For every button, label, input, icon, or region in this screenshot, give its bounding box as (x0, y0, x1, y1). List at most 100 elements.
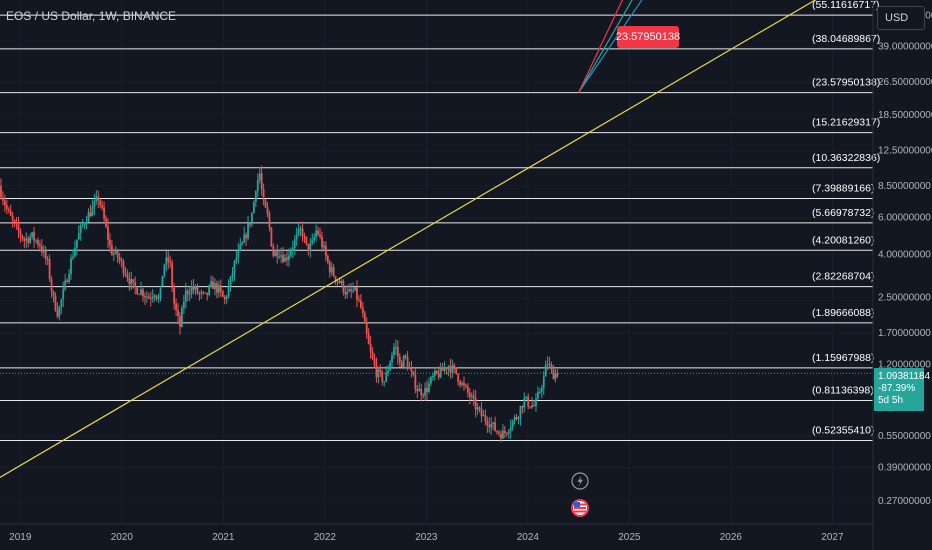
candle-body (163, 264, 166, 276)
projection-ray[interactable] (578, 0, 625, 93)
candle-body (554, 373, 557, 380)
candle-body (233, 260, 236, 274)
candle-body (466, 386, 469, 393)
candle-body (414, 374, 417, 390)
candle-body (486, 421, 489, 426)
y-tick-label: 2.50000000 (878, 293, 931, 304)
candle-body (214, 283, 216, 290)
drawings (0, 0, 822, 478)
us-flag-icon[interactable] (571, 499, 589, 517)
candle-body (523, 397, 526, 408)
candle-body (93, 201, 96, 207)
candle-body (60, 299, 63, 307)
candle-body (344, 291, 347, 295)
candle-body (356, 287, 358, 300)
candle-body (120, 260, 123, 262)
candle-body (260, 173, 263, 190)
candle-body (153, 295, 156, 297)
candle-body (340, 280, 343, 284)
candle-body (391, 355, 393, 363)
candle-body (535, 398, 537, 406)
candle-body (29, 236, 32, 243)
candle-body (323, 245, 325, 248)
candle-body (3, 200, 6, 206)
candle-body (58, 306, 61, 317)
y-tick-label: 26.50000000 (878, 77, 932, 88)
candle-body (488, 425, 491, 428)
candle-body (0, 185, 2, 198)
candle-body (346, 291, 349, 295)
candle-body (496, 430, 498, 433)
candle-body (254, 191, 257, 202)
candle-body (21, 235, 24, 239)
lightning-icon[interactable] (571, 472, 589, 490)
candle-body (91, 206, 94, 217)
candle-body (540, 388, 543, 392)
candle-body (155, 295, 158, 300)
candle-body (66, 280, 69, 283)
candle-body (525, 396, 528, 398)
level-label: (0.52355410) (812, 425, 874, 437)
projection-ray[interactable] (578, 0, 635, 93)
candle-body (241, 242, 244, 245)
candle-body (330, 267, 333, 273)
price-callout[interactable]: 23.57950138 (616, 26, 680, 48)
candle-body (313, 236, 316, 241)
candle-body (40, 246, 43, 253)
candle-body (274, 251, 277, 257)
candle-body (542, 376, 545, 389)
candle-body (503, 430, 506, 434)
candle-body (188, 293, 191, 295)
candle-body (484, 415, 487, 422)
candle-body (317, 230, 319, 235)
time-axis[interactable]: 2019 2020 2021 2022 2023 2024 2025 2026 2027 (9, 532, 844, 543)
candle-body (44, 250, 47, 260)
candle-body (321, 236, 323, 248)
candle-body (210, 281, 212, 286)
candle-body (371, 351, 374, 359)
candle-body (95, 196, 98, 202)
candle-body (175, 303, 177, 311)
candle-body (256, 180, 259, 192)
candle-body (533, 405, 535, 407)
candle-body (159, 286, 162, 298)
level-label: (10.36322836) (812, 152, 880, 164)
candle-body (235, 257, 238, 261)
candle-body (556, 373, 559, 377)
candle-body (202, 291, 205, 293)
candle-body (109, 239, 111, 246)
candle-body (101, 205, 104, 208)
candle-body (375, 364, 378, 378)
candle-body (107, 226, 109, 240)
candle-body (428, 383, 430, 392)
candle-body (299, 228, 302, 230)
candle-body (537, 392, 539, 399)
price-axis[interactable]: 55.0000000039.0000000026.5000000018.5000… (878, 10, 932, 507)
candle-body (110, 245, 113, 255)
candle-body (552, 369, 555, 380)
candle-body (426, 388, 428, 392)
candle-body (513, 417, 516, 421)
candle-body (243, 234, 246, 243)
candle-body (324, 245, 327, 256)
level-label: (38.04689867) (812, 33, 880, 45)
x-tick-label: 2023 (415, 532, 438, 543)
candle-body (208, 285, 211, 295)
candle-body (124, 273, 127, 275)
trendline[interactable] (0, 0, 822, 478)
level-label: (5.66978732) (812, 207, 874, 219)
candle-body (451, 364, 454, 373)
candle-body (5, 205, 8, 209)
projection-ray[interactable] (578, 0, 645, 93)
x-tick-label: 2027 (821, 532, 844, 543)
candle-body (509, 427, 512, 432)
level-label: (7.39889166) (812, 183, 874, 195)
candle-body (177, 310, 179, 317)
candle-body (103, 207, 105, 219)
candle-body (262, 189, 265, 201)
candle-body (128, 278, 131, 285)
candle-body (301, 228, 304, 237)
currency-button[interactable]: USD (877, 6, 925, 30)
symbol-title[interactable]: EOS / US Dollar, 1W, BINANCE (6, 9, 177, 23)
